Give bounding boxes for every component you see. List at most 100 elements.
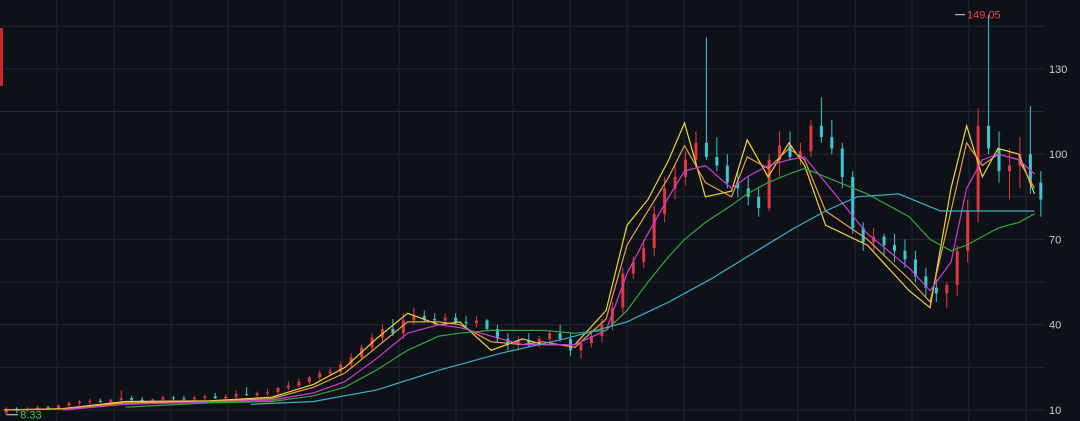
candle-body	[433, 319, 437, 321]
candle-body	[548, 333, 552, 339]
candle-body	[987, 125, 991, 149]
candle-body	[57, 405, 61, 410]
y-tick-label: 70	[1049, 234, 1061, 246]
candle-body	[589, 336, 593, 344]
candle-body	[537, 338, 541, 344]
candle-body	[506, 338, 510, 345]
candle-body	[119, 398, 123, 400]
candle-body	[171, 397, 175, 399]
candle-body	[109, 399, 113, 403]
candle-body	[725, 165, 729, 183]
candle-body	[893, 245, 897, 251]
y-tick-label: 100	[1049, 149, 1067, 161]
candle-body	[851, 176, 855, 229]
candle-body	[182, 398, 186, 400]
candle-body	[819, 125, 823, 138]
candle-body	[224, 396, 228, 399]
candle-body	[4, 408, 8, 413]
candle-body	[861, 228, 865, 243]
moving-average-line	[62, 153, 1035, 411]
candle-body	[652, 213, 656, 248]
y-tick-label: 10	[1049, 405, 1061, 417]
low-price-label: 8.33	[20, 410, 41, 421]
candle-body	[830, 137, 834, 149]
candle-body	[412, 316, 416, 321]
candle-body	[495, 328, 499, 339]
candle-body	[1028, 154, 1032, 183]
candle-body	[767, 159, 771, 209]
candle-body	[746, 188, 750, 197]
candle-body	[715, 156, 719, 166]
candle-body	[840, 148, 844, 177]
candle-body	[1039, 182, 1043, 200]
candle-body	[203, 396, 207, 398]
candle-body	[77, 401, 81, 404]
candle-body	[527, 340, 531, 344]
candle-body	[798, 151, 802, 157]
price-markers: 149.05 8.33	[6, 10, 1001, 421]
chart-grid	[0, 0, 1045, 421]
candle-body	[391, 328, 395, 334]
candle-body	[88, 400, 92, 402]
candle-body	[286, 385, 290, 388]
candle-body	[955, 250, 959, 285]
candle-body	[736, 182, 740, 189]
candle-body	[1018, 154, 1022, 166]
candle-body	[485, 320, 489, 329]
candle-body	[673, 176, 677, 189]
candle-body	[1007, 165, 1011, 172]
candle-body	[245, 394, 249, 396]
candle-body	[924, 276, 928, 288]
candle-body	[234, 394, 238, 397]
candle-body	[516, 340, 520, 345]
candle-body	[339, 364, 343, 372]
candle-body	[642, 247, 646, 263]
high-price-label: 149.05	[967, 10, 1001, 22]
candle-body	[788, 145, 792, 157]
candle-body	[443, 317, 447, 321]
y-tick-label: 40	[1049, 320, 1061, 332]
candle-body	[266, 392, 270, 394]
candle-body	[757, 196, 761, 209]
candle-body	[464, 321, 468, 324]
candle-body	[694, 142, 698, 160]
candle-body	[98, 400, 102, 403]
candle-body	[213, 396, 217, 399]
candle-body	[161, 397, 165, 400]
candle-body	[684, 159, 688, 177]
candle-body	[276, 387, 280, 393]
moving-average-line	[250, 193, 1035, 405]
candle-body	[809, 125, 813, 152]
candle-body	[610, 307, 614, 325]
candle-body	[67, 403, 71, 406]
candle-body	[997, 148, 1001, 172]
candle-body	[475, 320, 479, 324]
candle-body	[558, 333, 562, 339]
candle-body	[401, 320, 405, 334]
candle-body	[297, 381, 301, 386]
candle-body	[422, 316, 426, 320]
candle-body	[130, 398, 134, 400]
y-axis-ticks: 130 100 70 40 10	[1049, 64, 1067, 417]
moving-average-lines	[4, 121, 1036, 411]
candle-body	[36, 407, 40, 409]
left-edge-indicator	[0, 28, 3, 86]
candle-body	[255, 393, 259, 396]
candle-body	[151, 399, 155, 402]
candle-body	[945, 284, 949, 294]
y-tick-label: 130	[1049, 64, 1067, 76]
candle-body	[704, 142, 708, 157]
candle-body	[328, 371, 332, 374]
candle-body	[778, 145, 782, 160]
candle-body	[913, 259, 917, 277]
candle-body	[631, 262, 635, 274]
candle-body	[318, 373, 322, 378]
candle-body	[454, 317, 458, 322]
candle-body	[192, 397, 196, 400]
candle-body	[663, 188, 667, 214]
candle-body	[966, 211, 970, 251]
candle-body	[621, 273, 625, 308]
